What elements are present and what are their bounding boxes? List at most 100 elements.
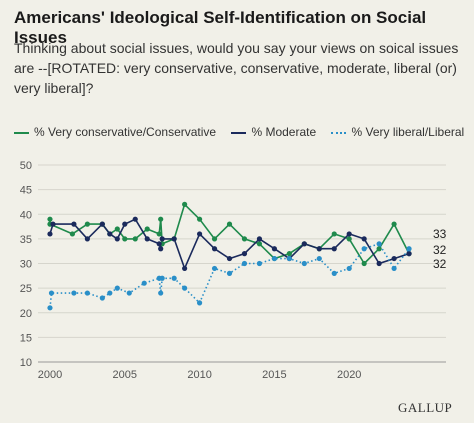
data-point-conservative-7	[122, 236, 128, 242]
data-point-liberal-27	[391, 265, 397, 272]
end-label-liberal: 33	[433, 227, 447, 241]
data-point-moderate-26	[361, 236, 367, 242]
data-point-liberal-25	[361, 246, 367, 252]
data-point-moderate-17	[226, 255, 233, 262]
data-point-moderate-3	[84, 236, 90, 242]
data-point-liberal-17	[241, 260, 248, 267]
data-point-conservative-9	[144, 226, 150, 232]
data-point-conservative-6	[114, 226, 120, 232]
data-point-liberal-1	[48, 290, 55, 296]
data-point-moderate-23	[316, 246, 322, 252]
data-point-liberal-5	[107, 290, 113, 296]
data-point-liberal-24	[346, 265, 352, 272]
data-point-moderate-4	[99, 221, 105, 227]
data-point-moderate-28	[391, 255, 397, 262]
legend-item-liberal: % Very liberal/Liberal	[331, 125, 464, 139]
x-tick-label-2000: 2000	[38, 369, 62, 381]
data-point-liberal-10	[158, 290, 164, 296]
y-tick-label-20: 20	[20, 308, 32, 320]
data-point-conservative-24	[331, 231, 337, 237]
data-point-conservative-14	[182, 201, 188, 207]
y-tick-label-30: 30	[20, 259, 32, 271]
data-point-liberal-7	[126, 290, 132, 296]
data-point-moderate-15	[196, 231, 203, 237]
series-line-conservative	[49, 203, 410, 265]
data-point-moderate-27	[376, 260, 382, 267]
data-point-moderate-1	[50, 221, 56, 227]
data-point-conservative-25	[346, 236, 352, 242]
data-point-moderate-24	[331, 246, 337, 252]
end-label-moderate: 32	[433, 243, 447, 257]
chart-title: Americans' Ideological Self-Identificati…	[14, 8, 427, 47]
data-point-moderate-2	[71, 221, 77, 227]
y-tick-label-40: 40	[20, 209, 32, 221]
data-point-conservative-11	[158, 216, 164, 222]
data-point-moderate-22	[301, 241, 307, 247]
y-tick-label-10: 10	[20, 357, 32, 369]
data-point-liberal-19	[271, 255, 277, 262]
data-point-moderate-11	[158, 246, 164, 252]
data-point-conservative-21	[286, 251, 292, 257]
data-point-conservative-26	[361, 260, 367, 267]
legend-swatch-moderate	[231, 131, 247, 134]
data-point-conservative-2	[69, 231, 76, 237]
data-point-moderate-19	[256, 236, 263, 242]
data-point-liberal-13	[182, 285, 188, 291]
data-point-moderate-16	[211, 246, 218, 252]
y-tick-label-35: 35	[20, 234, 32, 246]
gallup-logo: GALLUP	[398, 400, 453, 415]
data-point-liberal-16	[226, 270, 233, 276]
data-point-liberal-18	[256, 260, 263, 267]
y-tick-label-50: 50	[20, 160, 32, 172]
data-point-moderate-13	[171, 236, 177, 242]
chart-subtitle: Thinking about social issues, would you …	[14, 40, 459, 96]
y-tick-label-45: 45	[20, 185, 32, 197]
data-point-liberal-21	[301, 260, 307, 267]
data-point-moderate-29	[406, 251, 412, 257]
data-point-conservative-28	[391, 221, 397, 227]
data-point-conservative-16	[211, 236, 218, 242]
data-point-conservative-8	[132, 236, 138, 242]
data-point-liberal-12	[171, 275, 177, 281]
data-point-liberal-4	[99, 295, 105, 301]
data-point-moderate-8	[132, 216, 138, 222]
data-point-moderate-12	[159, 236, 165, 242]
data-point-liberal-2	[71, 290, 77, 296]
data-point-moderate-25	[346, 231, 352, 237]
x-tick-label-2020: 2020	[337, 369, 361, 381]
data-point-liberal-15	[211, 265, 218, 272]
data-point-liberal-20	[286, 255, 292, 262]
data-point-conservative-3	[84, 221, 90, 227]
data-point-conservative-0	[47, 216, 53, 222]
data-point-moderate-10	[156, 241, 162, 247]
legend-label-moderate: % Moderate	[251, 124, 317, 139]
end-label-conservative: 32	[433, 257, 447, 271]
legend-item-moderate: % Moderate	[231, 125, 316, 139]
data-point-liberal-22	[316, 255, 322, 262]
y-tick-label-25: 25	[20, 283, 32, 295]
data-point-conservative-27	[376, 246, 382, 252]
legend-swatch-conservative	[14, 131, 29, 134]
data-point-conservative-15	[196, 216, 203, 222]
data-point-liberal-28	[406, 246, 412, 252]
x-tick-label-2015: 2015	[262, 369, 286, 381]
y-tick-label-15: 15	[20, 332, 32, 344]
data-point-moderate-14	[182, 265, 188, 272]
data-point-moderate-18	[241, 251, 248, 257]
data-point-conservative-17	[226, 221, 233, 227]
x-tick-label-2005: 2005	[113, 369, 137, 381]
x-tick-label-2010: 2010	[187, 369, 211, 381]
legend-label-conservative: % Very conservative/Conservative	[34, 124, 217, 139]
legend-swatch-liberal	[331, 131, 347, 134]
data-point-liberal-8	[141, 280, 147, 286]
data-point-liberal-11	[159, 275, 165, 281]
chart-legend: % Very conservative/Conservative % Moder…	[14, 124, 464, 139]
data-point-moderate-7	[122, 221, 128, 227]
data-point-liberal-3	[84, 290, 90, 296]
data-point-moderate-5	[107, 231, 113, 237]
data-point-moderate-9	[144, 236, 150, 242]
data-point-conservative-10	[156, 231, 162, 237]
data-point-liberal-0	[47, 305, 53, 311]
data-point-liberal-6	[114, 285, 120, 291]
